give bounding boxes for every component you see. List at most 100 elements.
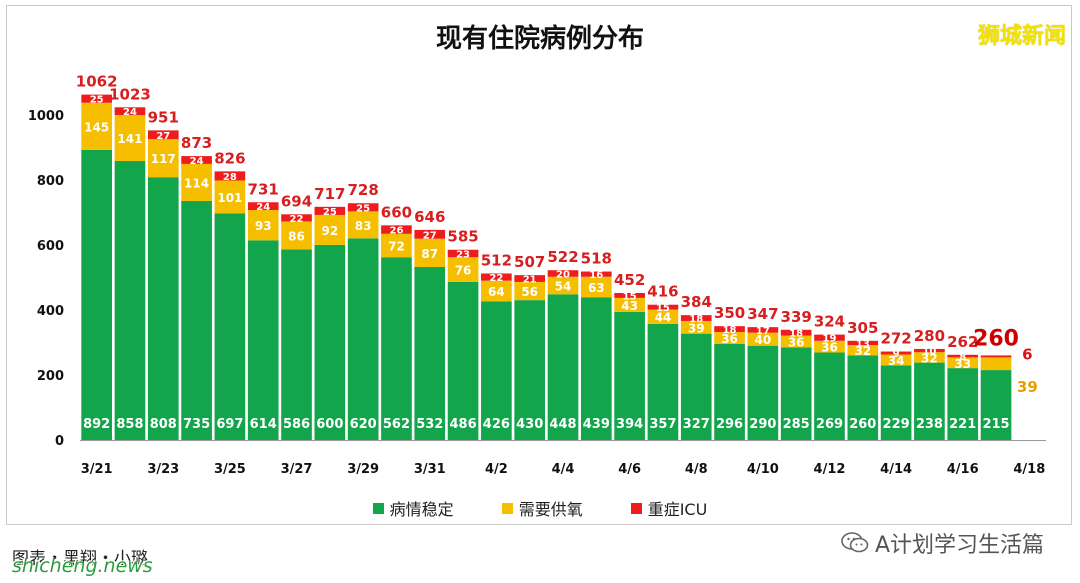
- bar-segment-stable: [780, 347, 812, 440]
- data-label-total: 1023: [109, 85, 151, 103]
- bar-segment-icu: [447, 249, 479, 258]
- bar-segment-oxygen: [414, 238, 446, 267]
- x-tick-label: 3/27: [281, 462, 313, 477]
- bar-segment-icu: [947, 354, 979, 358]
- bar-segment-icu: [714, 326, 745, 333]
- bar-segment-icu: [81, 94, 112, 103]
- bar-segment-oxygen: [580, 276, 612, 298]
- data-label-icu: 21: [523, 275, 537, 286]
- x-tick-label: 3/21: [81, 462, 113, 477]
- x-tick-label: 4/10: [747, 462, 779, 477]
- data-label-oxygen: 33: [954, 357, 971, 371]
- data-label-oxygen: 36: [821, 341, 838, 355]
- bar-segment-icu: [580, 271, 612, 277]
- data-label-oxygen: 32: [854, 344, 871, 358]
- data-label-stable: 858: [116, 417, 143, 432]
- data-label-oxygen: 64: [488, 285, 505, 299]
- data-label-icu: 15: [623, 291, 637, 302]
- data-label-oxygen: 83: [355, 219, 372, 233]
- x-tick-label: 4/8: [685, 462, 708, 477]
- bar-segment-oxygen: [147, 139, 179, 178]
- data-label-stable: 238: [916, 417, 943, 432]
- data-label-stable: 808: [150, 417, 177, 432]
- bar-segment-oxygen: [614, 297, 645, 312]
- bar-segment-icu: [847, 340, 879, 346]
- bar-segment-stable: [947, 368, 979, 440]
- data-label-stable: 290: [749, 417, 776, 432]
- data-label-icu: 8: [959, 352, 966, 363]
- legend-swatch-icu: [630, 502, 642, 514]
- data-label-total: 518: [581, 250, 612, 268]
- footer-brand-label: A计划学习生活篇: [874, 533, 1044, 558]
- legend-item-stable: 病情稳定: [372, 496, 454, 520]
- bar-segment-stable: [614, 311, 645, 440]
- data-label-icu: 13: [856, 339, 870, 350]
- bar-segment-oxygen: [481, 280, 512, 302]
- x-tick-label: 4/12: [814, 462, 846, 477]
- bar-segment-stable: [847, 355, 879, 440]
- bar-segment-oxygen: [447, 257, 479, 282]
- x-tick-label: 3/29: [347, 462, 379, 477]
- data-label-oxygen: 39: [688, 321, 705, 335]
- data-label-oxygen: 93: [255, 219, 272, 233]
- bar-segment-icu: [147, 130, 179, 140]
- data-label-total: 262: [947, 333, 978, 351]
- x-tick-label: 4/18: [1013, 462, 1045, 477]
- bar-segment-stable: [714, 343, 745, 440]
- data-label-oxygen: 43: [621, 299, 638, 313]
- y-tick-label: 800: [37, 174, 64, 189]
- data-label-oxygen: 87: [421, 247, 438, 261]
- bar-segment-icu: [914, 348, 945, 353]
- data-label-icu: 18: [789, 329, 803, 340]
- bar-segment-icu: [680, 315, 712, 321]
- data-label-icu: 22: [290, 214, 304, 225]
- bar-segment-oxygen: [181, 163, 212, 201]
- legend-label-icu: 重症ICU: [647, 500, 708, 519]
- data-label-icu: 6: [1022, 345, 1032, 363]
- data-label-stable: 586: [283, 417, 310, 432]
- bar-segment-oxygen: [114, 115, 146, 161]
- bar-segment-oxygen: [214, 180, 246, 214]
- data-label-stable: 430: [516, 417, 543, 432]
- data-label-icu: 24: [190, 156, 204, 167]
- y-tick-label: 1000: [28, 109, 64, 124]
- bar-segment-stable: [880, 365, 912, 440]
- data-label-icu: 25: [90, 95, 104, 106]
- legend-item-oxygen: 需要供氧: [501, 496, 583, 520]
- data-label-icu: 25: [323, 207, 337, 218]
- data-label-oxygen: 40: [755, 333, 772, 347]
- data-label-oxygen: 34: [888, 354, 905, 368]
- data-label-stable: 620: [350, 417, 377, 432]
- data-label-stable: 327: [683, 417, 710, 432]
- bar-segment-oxygen: [381, 233, 412, 258]
- bar-segment-icu: [314, 206, 346, 215]
- data-label-total: 728: [347, 181, 378, 199]
- data-label-total: 694: [281, 192, 312, 210]
- bar-segment-icu: [181, 156, 212, 164]
- data-label-icu: 18: [689, 314, 703, 325]
- data-label-total: 272: [880, 330, 911, 348]
- x-tick-label: 4/14: [880, 462, 912, 477]
- bar-segment-oxygen: [647, 309, 679, 324]
- bar-segment-stable: [980, 370, 1012, 440]
- bar-segment-oxygen: [847, 345, 879, 356]
- bar-segment-stable: [381, 257, 412, 440]
- watermark-logo-text: 狮城新闻: [977, 24, 1066, 49]
- data-label-total: 512: [481, 251, 512, 269]
- data-label-icu: 20: [556, 269, 570, 280]
- bar-segment-oxygen: [947, 357, 979, 369]
- data-label-icu: 27: [156, 131, 170, 142]
- bar-segment-oxygen: [980, 357, 1012, 371]
- bar-segment-stable: [247, 240, 279, 440]
- x-tick-label: 3/25: [214, 462, 246, 477]
- footer-credit: 图表・黑翔・小璐: [12, 549, 148, 569]
- data-label-stable: 562: [383, 417, 410, 432]
- bar-segment-stable: [314, 244, 346, 440]
- data-label-oxygen: 76: [455, 264, 472, 278]
- bar-segment-icu: [481, 273, 512, 281]
- data-label-icu: 18: [723, 325, 737, 336]
- bar-segment-icu: [381, 225, 412, 234]
- data-label-total: 280: [914, 327, 945, 345]
- bar-segment-stable: [114, 160, 146, 440]
- bar-segment-stable: [814, 352, 845, 440]
